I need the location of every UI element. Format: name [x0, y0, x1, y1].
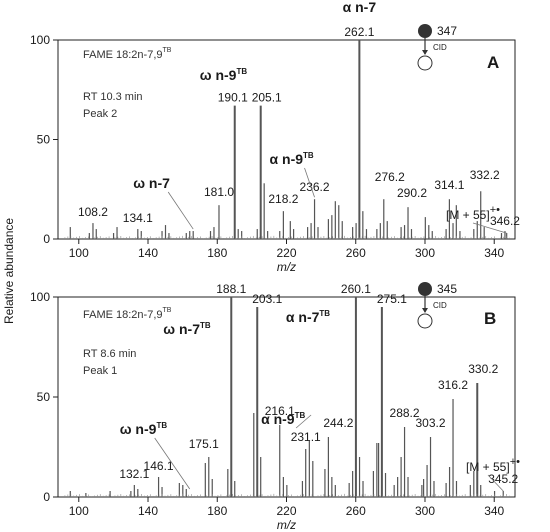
panel-a-x-tick-label: 300	[415, 246, 435, 260]
panel-a-peak-label: 262.1	[344, 25, 374, 39]
panel-b-peak-label: 345.2	[488, 472, 518, 486]
panel-a-info-sample: FAME 18:2n-7,9TB	[83, 47, 172, 61]
panel-a-peak-label: 108.2	[78, 205, 108, 219]
panel-a-peak-label: 332.2	[470, 168, 500, 182]
panel-a-adduct-label: [M + 55]+•	[446, 204, 500, 222]
y-axis-title: Relative abundance	[2, 218, 16, 324]
panel-b-x-tick-label: 100	[69, 504, 89, 518]
panel-a-cid-label: CID	[433, 43, 447, 52]
panel-a-precursor-mz: 347	[437, 24, 457, 38]
panel-b-peak-label: 146.1	[144, 459, 174, 473]
panel-a-peak-label: 314.1	[434, 178, 464, 192]
panel-a-adduct-leader	[472, 222, 507, 234]
panel-a-x-axis-title: m/z	[277, 260, 296, 274]
panel-b-fragment-leader	[295, 414, 312, 429]
panel-a-info-line: Peak 2	[83, 108, 117, 120]
panel-a-peak-label: 290.2	[397, 186, 427, 200]
panel-b-peak-label: 316.2	[438, 378, 468, 392]
panel-a-x-tick-label: 180	[207, 246, 227, 260]
panel-b-peak-label: 132.1	[119, 467, 149, 481]
panel-a-peak-label: 190.1	[218, 91, 248, 105]
panel-a-product-icon	[417, 55, 433, 71]
panel-b-fragment-leader	[154, 437, 191, 490]
panel-b-fragment-label: ω n-9TB	[120, 421, 168, 437]
panel-b-fragment-label: ω n-7TB	[163, 321, 211, 337]
panel-a-peak-label: 276.2	[375, 170, 405, 184]
panel-a-fragment-label: ω n-7	[133, 175, 170, 191]
panel-b-peak-label: 260.1	[341, 282, 371, 296]
panel-a-fragment-leader	[167, 191, 194, 230]
panel-a-x-tick-label: 340	[484, 246, 504, 260]
panel-b-peak-label: 303.2	[416, 416, 446, 430]
panel-b-peak-label: 188.1	[216, 282, 246, 296]
panel-b-peak-label: 203.1	[252, 292, 282, 306]
panel-b-cid-arrowhead-icon	[422, 308, 428, 313]
panel-b-precursor-mz: 345	[437, 282, 457, 296]
panel-b-x-tick-label: 140	[138, 504, 158, 518]
panel-a-y-tick-label: 100	[30, 33, 50, 47]
panel-b-cid-label: CID	[433, 301, 447, 310]
panel-a-peak-label: 236.2	[300, 180, 330, 194]
panel-b-x-tick-label: 300	[415, 504, 435, 518]
panel-b-y-tick-label: 100	[30, 290, 50, 304]
panel-b-adduct-label: [M + 55]+•	[466, 456, 520, 474]
panel-a-fragment-leader	[304, 167, 315, 198]
panel-a-x-tick-label: 100	[69, 246, 89, 260]
panel-b-product-icon	[417, 313, 433, 329]
panel-b-x-tick-label: 220	[276, 504, 296, 518]
panel-a-peak-label: 346.2	[490, 214, 520, 228]
panel-a-panel-letter: A	[487, 53, 499, 72]
panel-b-fragment-label: α n-7TB	[286, 309, 330, 325]
panel-a-x-tick-label: 140	[138, 246, 158, 260]
panel-a-cid-arrowhead-icon	[422, 50, 428, 55]
panel-b-panel-letter: B	[484, 309, 496, 328]
panel-a-peak-label: 205.1	[252, 91, 282, 105]
panel-b-peak-label: 275.1	[377, 292, 407, 306]
panel-b-adduct-leader	[487, 474, 504, 492]
panel-a-fragment-label: α n-9TB	[270, 151, 314, 167]
panel-a-fragment-label: α n-7	[343, 0, 377, 15]
panel-b-info-line: RT 8.6 min	[83, 348, 136, 360]
panel-a-y-tick-label: 0	[43, 232, 50, 246]
panel-b-x-tick-label: 260	[346, 504, 366, 518]
panel-a-x-tick-label: 220	[276, 246, 296, 260]
panel-b-peak-label: 288.2	[390, 406, 420, 420]
panel-b-precursor-icon	[418, 282, 432, 296]
panel-b-peak-label: 244.2	[323, 416, 353, 430]
panel-a-y-tick-label: 50	[37, 133, 51, 147]
panel-b-y-tick-label: 0	[43, 490, 50, 504]
panel-b-peak-label: 216.1	[265, 404, 295, 418]
panel-a-fragment-label: ω n-9TB	[200, 67, 248, 83]
panel-b-info-line: Peak 1	[83, 365, 117, 377]
panel-a-peak-label: 134.1	[123, 211, 153, 225]
panel-b-y-tick-label: 50	[37, 390, 51, 404]
panel-b-x-tick-label: 180	[207, 504, 227, 518]
panel-b-peak-label: 175.1	[189, 437, 219, 451]
panel-a-x-tick-label: 260	[346, 246, 366, 260]
panel-b-info-sample: FAME 18:2n-7,9TB	[83, 307, 172, 321]
panel-a-info-line: RT 10.3 min	[83, 91, 143, 103]
panel-a-peak-label: 181.0	[204, 185, 234, 199]
panel-a-precursor-icon	[418, 24, 432, 38]
panel-a-peak-label: 218.2	[268, 192, 298, 206]
panel-b-x-axis-title: m/z	[277, 518, 296, 532]
panel-b-fragment-label: α n-9TB	[261, 411, 305, 427]
panel-b-x-tick-label: 340	[484, 504, 504, 518]
panel-b-peak-label: 330.2	[468, 362, 498, 376]
panel-b-peak-label: 231.1	[291, 430, 321, 444]
